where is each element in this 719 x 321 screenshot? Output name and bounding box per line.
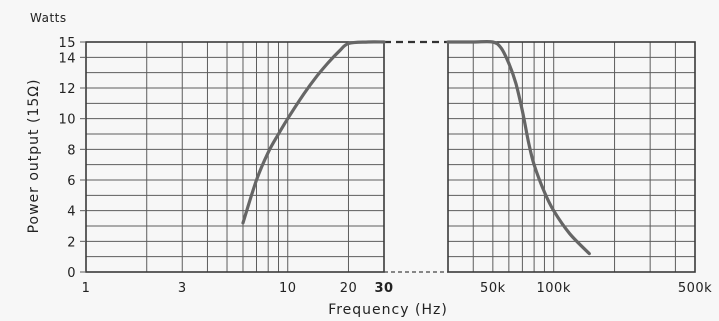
y-tick-label: 0	[67, 266, 76, 281]
panel-frame	[85, 41, 385, 273]
x-tick-label: 20	[340, 281, 358, 296]
x-axis-title: Frequency (Hz)	[328, 302, 448, 318]
curves	[241, 39, 591, 256]
y-tick-label: 14	[58, 51, 76, 66]
x-tick-label: 30	[374, 281, 393, 296]
y-tick-label: 15	[58, 36, 76, 51]
y-tick-label: 10	[58, 113, 76, 128]
y-tick-label: 8	[67, 143, 76, 158]
high-frequency-curve	[446, 39, 591, 256]
x-tick-label: 50k	[480, 281, 506, 296]
grid	[80, 41, 696, 273]
break-connectors	[384, 40, 448, 273]
y-axis-title: Power output (15Ω)	[26, 79, 42, 234]
y-axis-unit: Watts	[30, 11, 67, 25]
panel-frame	[447, 41, 696, 273]
x-tick-label: 1	[82, 281, 91, 296]
y-tick-label: 4	[67, 205, 76, 220]
x-tick-label: 10	[279, 281, 297, 296]
y-tick-label: 12	[58, 82, 76, 97]
y-tick-label: 6	[67, 174, 76, 189]
y-tick-label: 2	[67, 235, 76, 250]
x-tick-label: 3	[178, 281, 187, 296]
x-tick-label: 100k	[537, 281, 571, 296]
x-tick-label: 500k	[678, 281, 712, 296]
low-frequency-curve	[241, 40, 386, 225]
